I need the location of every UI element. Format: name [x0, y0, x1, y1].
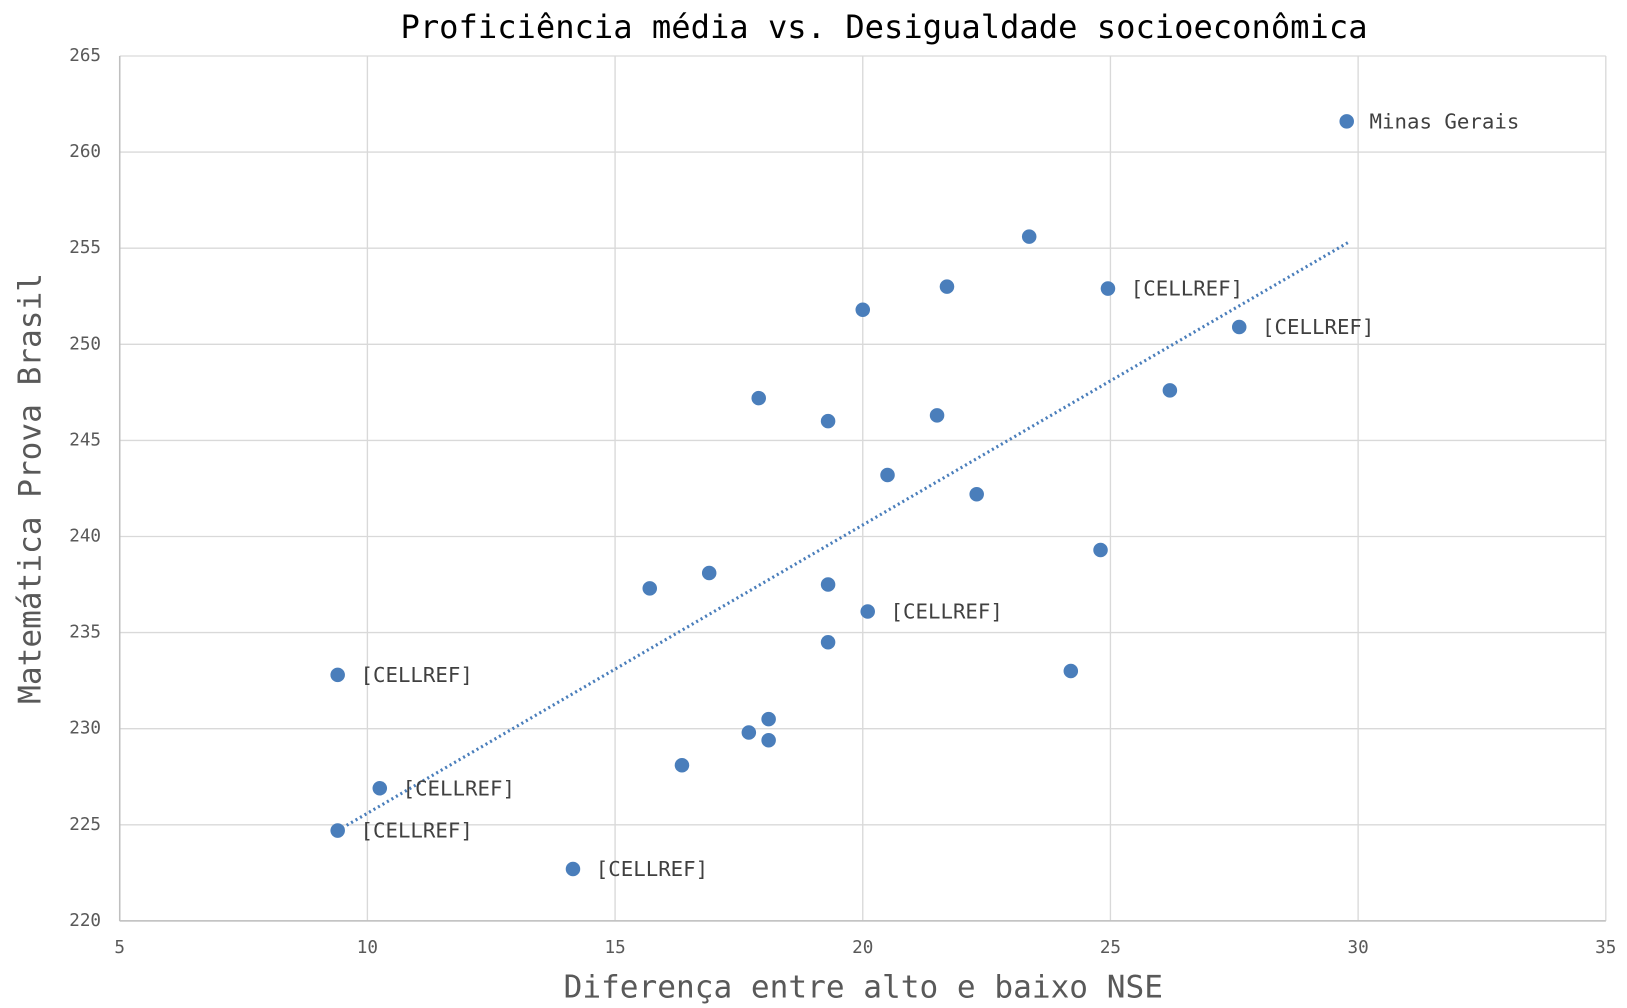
chart-title: Proficiência média vs. Desigualdade soci…: [400, 8, 1367, 46]
x-tick-label: 5: [114, 938, 125, 958]
x-tick-label: 25: [1100, 938, 1121, 958]
x-axis-title: Diferença entre alto e baixo NSE: [564, 969, 1163, 1005]
data-label: [CELLREF]: [1131, 277, 1243, 301]
data-point: [880, 467, 895, 483]
data-point: [820, 634, 836, 650]
data-point: [820, 577, 836, 592]
data-label: [CELLREF]: [360, 663, 472, 687]
y-axis-title: Matemática Prova Brasil: [13, 273, 49, 704]
y-tick-label: 230: [69, 719, 101, 739]
y-tick-label: 220: [69, 911, 101, 931]
data-label: [CELLREF]: [1262, 315, 1374, 339]
data-point: [642, 581, 658, 596]
y-tick-label: 260: [69, 142, 101, 162]
data-label: [CELLREF]: [403, 776, 515, 800]
data-point: [1063, 663, 1079, 679]
y-tick-label: 265: [69, 46, 101, 66]
data-point: [701, 565, 717, 581]
data-point: [330, 823, 345, 838]
y-tick-label: 240: [69, 526, 101, 546]
x-tick-label: 10: [357, 938, 378, 958]
data-point: [674, 757, 690, 773]
data-point: [820, 413, 836, 429]
data-label: [CELLREF]: [596, 857, 708, 881]
data-point: [855, 302, 871, 317]
y-tick-label: 250: [69, 334, 101, 354]
y-tick-label: 225: [69, 815, 101, 835]
data-point: [939, 279, 955, 294]
data-label: [CELLREF]: [891, 599, 1003, 623]
data-point: [761, 711, 776, 727]
x-tick-label: 35: [1595, 938, 1616, 958]
y-tick-label: 245: [69, 430, 101, 450]
data-point: [1093, 542, 1108, 558]
data-point: [741, 725, 757, 740]
data-point: [1100, 281, 1116, 296]
data-label: [CELLREF]: [360, 819, 472, 843]
x-tick-label: 20: [852, 938, 873, 958]
data-point: [565, 861, 581, 877]
data-point: [969, 486, 984, 502]
data-point: [929, 408, 945, 423]
data-label: Minas Gerais: [1370, 109, 1520, 133]
data-point: [1021, 229, 1037, 244]
data-point: [1231, 319, 1247, 335]
x-tick-label: 15: [604, 938, 625, 958]
x-tick-label: 30: [1348, 938, 1369, 958]
y-tick-label: 255: [69, 238, 101, 258]
data-point: [1339, 114, 1354, 129]
data-point: [330, 667, 345, 683]
y-tick-label: 235: [69, 623, 101, 643]
data-point: [1162, 383, 1178, 398]
data-point: [751, 390, 766, 406]
data-point: [372, 781, 388, 796]
data-point: [860, 604, 875, 619]
data-point: [761, 732, 776, 748]
